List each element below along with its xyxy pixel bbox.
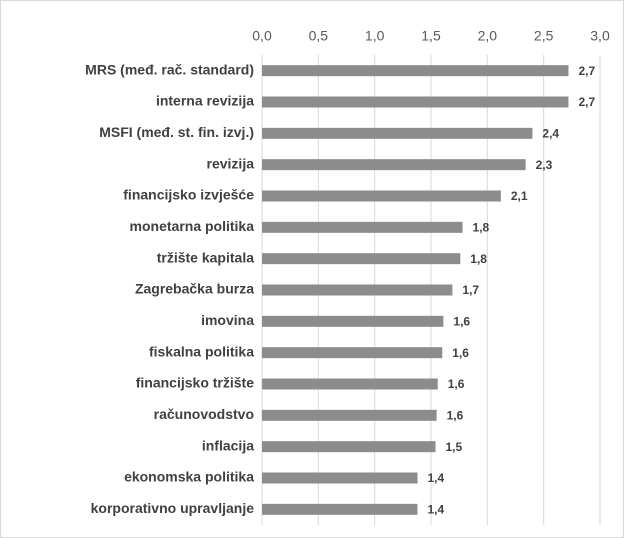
y-tick-label: ekonomska politika <box>124 469 254 485</box>
y-tick-label: imovina <box>201 312 254 328</box>
y-tick-label: korporativno upravljanje <box>91 500 255 516</box>
data-label: 1,6 <box>453 315 470 329</box>
bar <box>262 472 418 484</box>
bar <box>262 190 501 202</box>
data-label: 1,4 <box>427 471 444 485</box>
x-tick-label: 1,0 <box>365 28 385 44</box>
data-label: 1,7 <box>462 283 479 297</box>
data-label: 1,5 <box>446 440 463 454</box>
y-tick-label: fiskalna politika <box>149 343 254 359</box>
data-label: 1,6 <box>452 346 469 360</box>
bar <box>262 221 463 233</box>
data-label: 1,8 <box>470 252 487 266</box>
x-tick-label: 3,0 <box>590 28 610 44</box>
x-tick-label: 0,0 <box>252 28 272 44</box>
y-tick-label: MRS (međ. rač. standard) <box>85 61 254 77</box>
bar <box>262 127 533 139</box>
bar <box>262 347 443 359</box>
y-tick-label: Zagrebačka burza <box>135 281 254 297</box>
data-label: 1,4 <box>427 503 444 517</box>
data-label: 2,4 <box>542 127 559 141</box>
y-tick-label: monetarna politika <box>130 218 255 234</box>
x-tick-label: 1,5 <box>421 28 441 44</box>
x-tick-label: 2,5 <box>534 28 554 44</box>
bar <box>262 503 418 515</box>
data-label: 1,6 <box>447 409 464 423</box>
bar <box>262 96 569 108</box>
y-tick-label: inflacija <box>202 437 254 453</box>
bar <box>262 441 436 453</box>
data-label: 1,8 <box>473 221 490 235</box>
bar <box>262 315 444 327</box>
y-tick-label: MSFI (međ. st. fin. izvj.) <box>99 124 254 140</box>
data-label: 2,7 <box>578 64 595 78</box>
x-tick-label: 0,5 <box>309 28 329 44</box>
bar <box>262 284 453 296</box>
y-tick-label: interna revizija <box>156 93 254 109</box>
bar <box>262 409 437 421</box>
y-tick-label: revizija <box>207 155 255 171</box>
bar <box>262 159 526 171</box>
y-tick-label: financijsko tržište <box>136 375 254 391</box>
data-label: 2,1 <box>511 189 528 203</box>
bar <box>262 253 461 265</box>
data-label: 2,7 <box>578 95 595 109</box>
y-tick-label: računovodstvo <box>154 406 254 422</box>
y-tick-label: financijsko izvješće <box>123 187 254 203</box>
x-tick-label: 2,0 <box>478 28 498 44</box>
data-label: 1,6 <box>448 377 465 391</box>
y-tick-label: tržište kapitala <box>157 249 254 265</box>
data-label: 2,3 <box>536 158 553 172</box>
bar <box>262 65 569 77</box>
bar <box>262 378 438 390</box>
